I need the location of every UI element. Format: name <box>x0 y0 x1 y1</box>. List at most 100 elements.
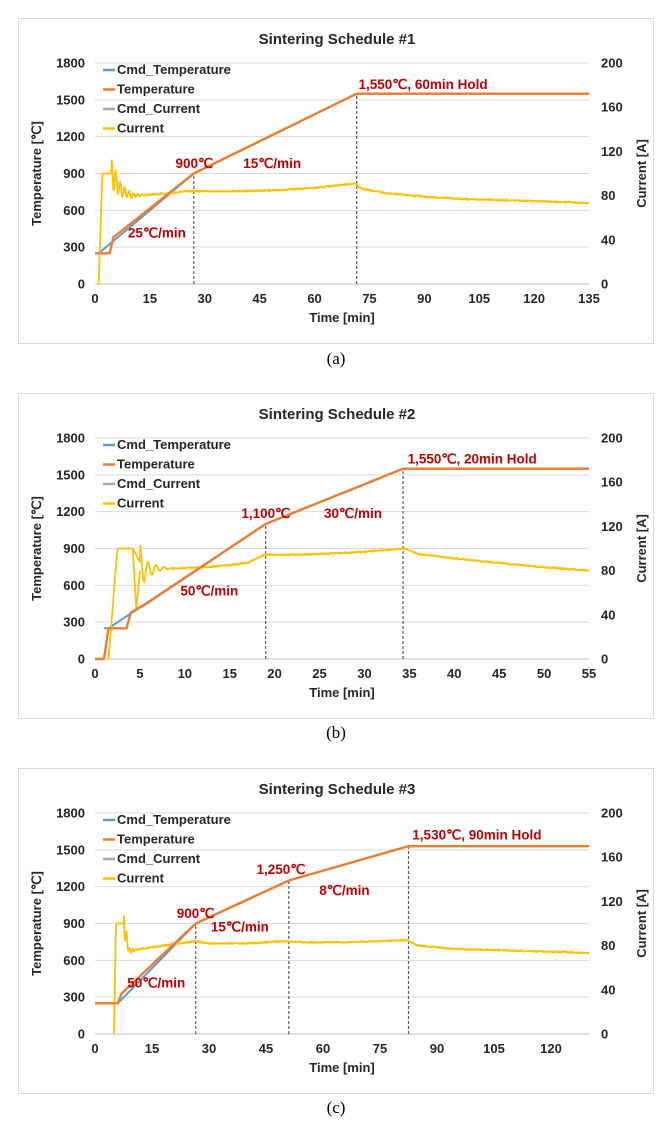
figure-caption: (b) <box>326 723 346 742</box>
y2-tick-label: 0 <box>601 652 608 667</box>
x-tick-label: 20 <box>267 666 281 681</box>
x-tick-label: 55 <box>582 666 596 681</box>
x-tick-label: 45 <box>259 1041 273 1056</box>
y-axis-label: Temperature [℃] <box>29 496 44 601</box>
x-tick-label: 120 <box>540 1041 562 1056</box>
y-tick-label: 900 <box>63 541 85 556</box>
y-tick-label: 300 <box>63 240 85 255</box>
y2-tick-label: 40 <box>601 982 615 997</box>
y2-tick-label: 200 <box>601 806 623 821</box>
x-axis-label: Time [min] <box>309 685 375 700</box>
x-axis-label: Time [min] <box>309 310 375 325</box>
series-line-current <box>113 915 590 1035</box>
chart-title: Sintering Schedule #1 <box>259 31 416 48</box>
annotation-label: 30℃/min <box>324 506 382 521</box>
x-tick-label: 90 <box>417 291 431 306</box>
y-tick-label: 1200 <box>56 879 85 894</box>
x-tick-label: 45 <box>252 291 266 306</box>
chart-panel-a: Sintering Schedule #1 0 300 600 900 1200 1500 1… <box>18 18 654 344</box>
chart-svg: Sintering Schedule #20300600900120015001… <box>29 406 649 700</box>
annotation-label: 900℃ <box>177 906 216 921</box>
x-tick-label: 25 <box>312 666 326 681</box>
annotation-label: 1,530℃, 90min Hold <box>412 828 541 843</box>
x-tick-label: 120 <box>523 291 545 306</box>
series-line-temperature <box>95 467 589 661</box>
x-tick-label: 15 <box>145 1041 159 1056</box>
y-tick-label: 300 <box>63 990 85 1005</box>
annotation-label: 15℃/min <box>243 156 301 171</box>
annotation-label: 15℃/min <box>211 920 269 935</box>
series-line-current <box>97 159 590 285</box>
chart-panel-c: Sintering Schedule #3 0 300 600 900 1200 1500 1… <box>18 768 654 1094</box>
y-tick-label: 600 <box>63 203 85 218</box>
series-line-temperature <box>95 844 589 1005</box>
annotation-label: 25℃/min <box>128 225 186 240</box>
y2-tick-label: 40 <box>601 607 615 622</box>
x-tick-label: 30 <box>198 291 212 306</box>
y2-tick-label: 160 <box>601 100 623 115</box>
x-tick-label: 15 <box>143 291 157 306</box>
y2-tick-label: 120 <box>601 519 623 534</box>
y2-tick-label: 200 <box>601 431 623 446</box>
annotation-label: 1,100℃ <box>241 506 291 521</box>
y2-axis-label: Current [A] <box>634 514 649 583</box>
y2-tick-label: 80 <box>601 563 615 578</box>
legend-label: Cmd_Current <box>117 476 201 491</box>
x-tick-label: 105 <box>468 291 490 306</box>
x-tick-label: 0 <box>91 666 98 681</box>
legend-label: Temperature <box>117 832 195 847</box>
series-line-temperature <box>95 92 589 255</box>
y-tick-label: 0 <box>78 652 85 667</box>
chart-svg: Sintering Schedule #10300600900120015001… <box>29 31 649 325</box>
legend-label: Temperature <box>117 82 195 97</box>
x-tick-label: 15 <box>222 666 236 681</box>
annotation-label: 1,550℃, 20min Hold <box>408 451 537 466</box>
y2-axis-label: Current [A] <box>634 889 649 958</box>
chart-title: Sintering Schedule #2 <box>259 406 416 423</box>
chart-panel-b: Sintering Schedule #2 0 300 600 900 1200 1500 1… <box>18 393 654 719</box>
annotation-label: 50℃/min <box>127 975 185 990</box>
x-axis-label: Time [min] <box>309 1060 375 1075</box>
y-tick-label: 1800 <box>56 56 85 71</box>
y-tick-label: 1800 <box>56 806 85 821</box>
y2-tick-label: 0 <box>601 1027 608 1042</box>
annotation-label: 8℃/min <box>319 883 369 898</box>
y2-tick-label: 0 <box>601 277 608 292</box>
legend-label: Cmd_Current <box>117 101 201 116</box>
legend-label: Cmd_Temperature <box>117 62 231 77</box>
y-tick-label: 300 <box>63 615 85 630</box>
y2-tick-label: 120 <box>601 144 623 159</box>
y2-tick-label: 160 <box>601 850 623 865</box>
legend-label: Current <box>117 121 165 136</box>
chart-svg: Sintering Schedule #30300600900120015001… <box>29 781 649 1075</box>
y-axis-label: Temperature [℃] <box>29 121 44 226</box>
figure-caption: (a) <box>326 349 346 368</box>
y-tick-label: 1500 <box>56 92 85 107</box>
x-tick-label: 0 <box>91 291 98 306</box>
x-tick-label: 45 <box>492 666 506 681</box>
y-axis-label: Temperature [℃] <box>29 871 44 976</box>
legend-label: Current <box>117 871 165 886</box>
y-tick-label: 0 <box>78 1027 85 1042</box>
x-tick-label: 60 <box>316 1041 330 1056</box>
y-tick-label: 0 <box>78 277 85 292</box>
annotation-label: 1,550℃, 60min Hold <box>358 77 487 92</box>
x-tick-label: 75 <box>362 291 376 306</box>
series-line-current <box>107 544 590 660</box>
x-tick-label: 90 <box>430 1041 444 1056</box>
y-tick-label: 1800 <box>56 431 85 446</box>
x-tick-label: 30 <box>202 1041 216 1056</box>
series-line-current-dip <box>131 548 141 611</box>
legend-label: Cmd_Temperature <box>117 812 231 827</box>
x-tick-label: 60 <box>307 291 321 306</box>
x-tick-label: 0 <box>91 1041 98 1056</box>
x-tick-label: 40 <box>447 666 461 681</box>
y2-tick-label: 40 <box>601 232 615 247</box>
y2-tick-label: 80 <box>601 938 615 953</box>
x-tick-label: 30 <box>357 666 371 681</box>
y-tick-label: 600 <box>63 953 85 968</box>
x-tick-label: 50 <box>537 666 551 681</box>
chart-title: Sintering Schedule #3 <box>259 781 416 798</box>
x-tick-label: 75 <box>373 1041 387 1056</box>
legend-label: Cmd_Temperature <box>117 437 231 452</box>
